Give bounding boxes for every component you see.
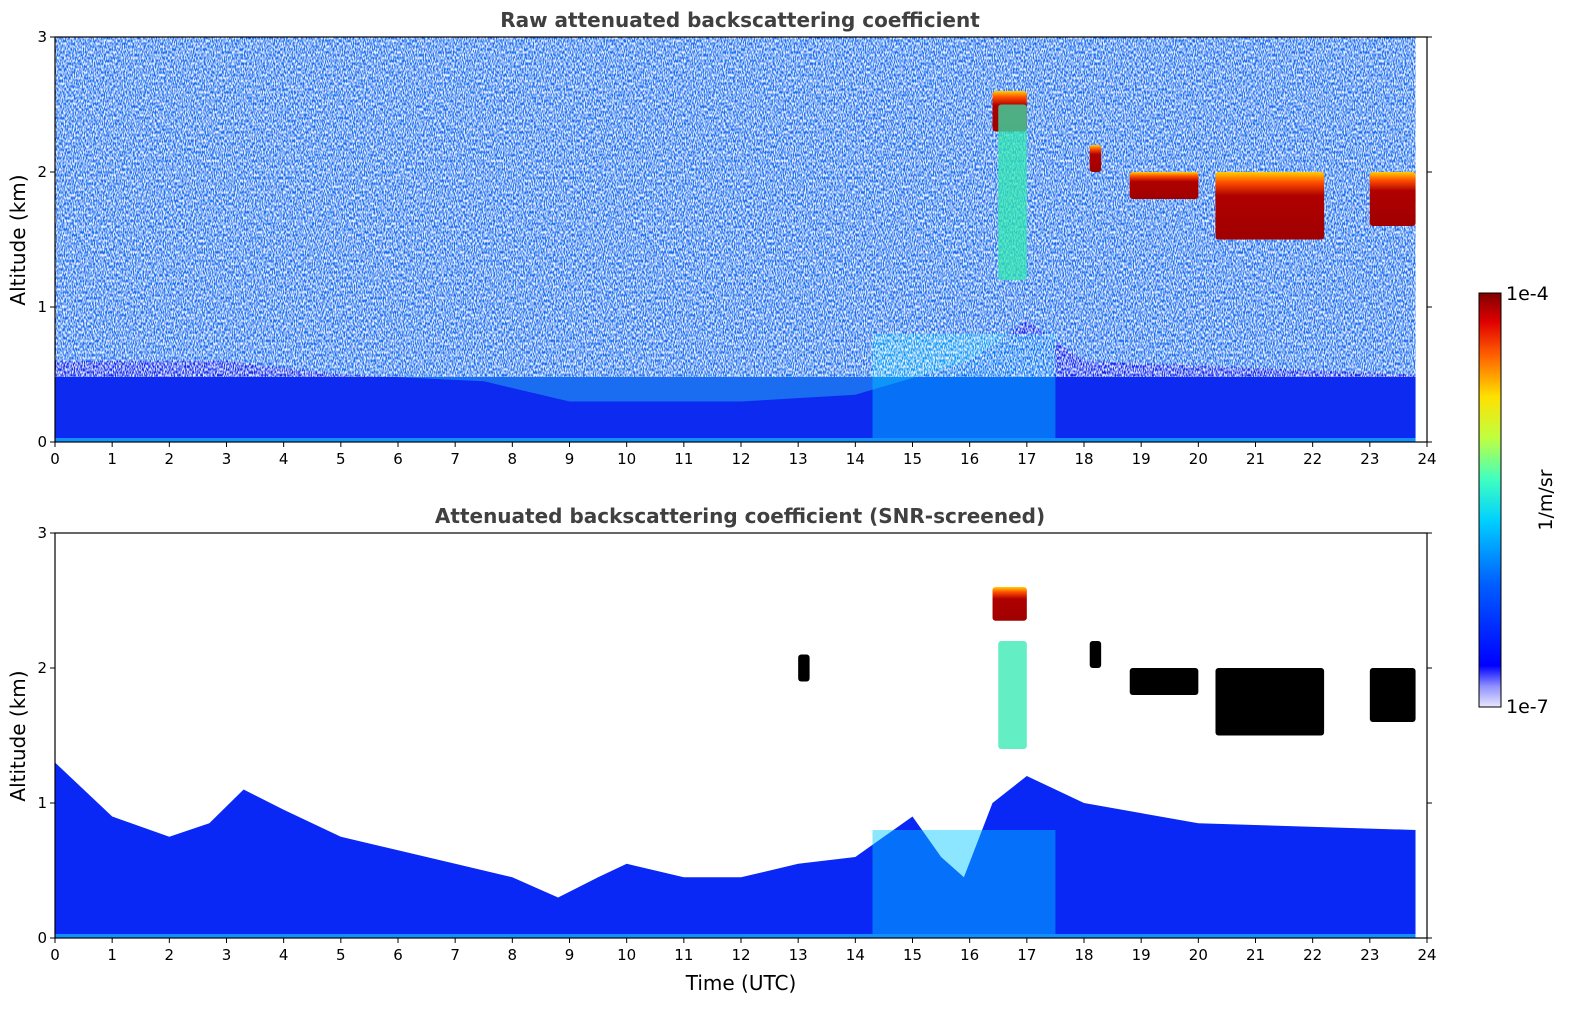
y-tick-label: 2 [37, 163, 47, 181]
speckle-overlay [55, 37, 1416, 377]
y-tick-label: 0 [37, 929, 47, 947]
x-tick-label: 15 [903, 946, 922, 964]
x-tick-label: 22 [1303, 450, 1322, 468]
x-tick-label: 8 [508, 450, 518, 468]
x-tick-label: 14 [846, 450, 865, 468]
colorbar-max-label: 1e-4 [1506, 283, 1549, 305]
cloud-layer [1215, 172, 1325, 240]
panel-title: Raw attenuated backscattering coefficien… [500, 8, 980, 32]
x-tick-label: 3 [222, 946, 232, 964]
panel-title: Attenuated backscattering coefficient (S… [435, 504, 1045, 528]
x-tick-label: 4 [279, 946, 289, 964]
cloud-layer [1369, 668, 1416, 722]
x-tick-label: 21 [1246, 946, 1265, 964]
y-axis-label: Altitude (km) [6, 174, 30, 305]
x-tick-label: 19 [1132, 946, 1151, 964]
cloud-layer [1089, 145, 1102, 172]
colorbar-min-label: 1e-7 [1506, 696, 1549, 718]
x-tick-label: 3 [222, 450, 232, 468]
x-tick-label: 4 [279, 450, 289, 468]
y-tick-label: 2 [37, 659, 47, 677]
y-axis-label: Altitude (km) [6, 670, 30, 801]
x-tick-label: 6 [393, 450, 403, 468]
x-tick-label: 6 [393, 946, 403, 964]
x-tick-label: 24 [1417, 450, 1436, 468]
x-tick-label: 0 [50, 946, 60, 964]
x-tick-label: 23 [1360, 946, 1379, 964]
y-tick-label: 0 [37, 433, 47, 451]
x-tick-label: 7 [450, 946, 460, 964]
colorbar-unit-label: 1/m/sr [1535, 469, 1557, 530]
x-tick-label: 11 [674, 450, 693, 468]
cloud-layer [998, 104, 1027, 280]
x-tick-label: 9 [565, 450, 575, 468]
x-tick-label: 10 [617, 946, 636, 964]
x-tick-label: 1 [107, 946, 117, 964]
heatmap-screened [55, 533, 1427, 938]
cloud-layer [1089, 641, 1102, 668]
x-tick-label: 5 [336, 450, 346, 468]
y-tick-label: 3 [37, 28, 47, 46]
colorbar: 1e-4 1e-7 1/m/sr [1478, 283, 1557, 718]
x-tick-label: 2 [165, 946, 175, 964]
x-tick-label: 1 [107, 450, 117, 468]
boundary-layer [55, 320, 1416, 442]
no-data-region [1415, 37, 1427, 442]
x-axis-label: Time (UTC) [685, 971, 797, 995]
x-tick-label: 2 [165, 450, 175, 468]
surface-strip [55, 438, 1416, 442]
x-tick-label: 10 [617, 450, 636, 468]
boundary-layer [55, 762, 1416, 938]
x-tick-label: 20 [1189, 946, 1208, 964]
cloud-layer [998, 641, 1027, 749]
aerosol-plume [872, 830, 1056, 938]
panel-screened: Attenuated backscattering coefficient (S… [6, 504, 1437, 995]
x-tick-label: 17 [1017, 946, 1036, 964]
no-data-region [1415, 533, 1427, 938]
x-tick-label: 12 [731, 450, 750, 468]
cloud-layer [798, 654, 810, 682]
x-tick-label: 19 [1132, 450, 1151, 468]
cloud-layer [1129, 668, 1199, 695]
x-tick-label: 15 [903, 450, 922, 468]
x-tick-label: 7 [450, 450, 460, 468]
x-tick-label: 20 [1189, 450, 1208, 468]
panel-raw: Raw attenuated backscattering coefficien… [6, 8, 1437, 468]
x-tick-label: 13 [789, 450, 808, 468]
surface-strip [55, 934, 1416, 938]
x-tick-label: 16 [960, 946, 979, 964]
cloud-layer [992, 587, 1027, 621]
cloud-layer [1215, 668, 1325, 736]
x-tick-label: 9 [565, 946, 575, 964]
x-tick-label: 12 [731, 946, 750, 964]
y-tick-label: 1 [37, 298, 47, 316]
x-tick-label: 8 [508, 946, 518, 964]
x-tick-label: 13 [789, 946, 808, 964]
cloud-layer [1129, 172, 1199, 199]
x-tick-label: 18 [1074, 450, 1093, 468]
x-tick-label: 16 [960, 450, 979, 468]
x-tick-label: 11 [674, 946, 693, 964]
x-tick-label: 5 [336, 946, 346, 964]
x-tick-label: 22 [1303, 946, 1322, 964]
y-tick-label: 3 [37, 524, 47, 542]
heatmap-raw [55, 37, 1427, 442]
x-tick-label: 17 [1017, 450, 1036, 468]
x-tick-label: 21 [1246, 450, 1265, 468]
x-tick-label: 0 [50, 450, 60, 468]
colorbar-gradient [1478, 292, 1502, 708]
cloud-layer [1369, 172, 1416, 226]
x-tick-label: 23 [1360, 450, 1379, 468]
x-tick-label: 24 [1417, 946, 1436, 964]
x-tick-label: 14 [846, 946, 865, 964]
y-tick-label: 1 [37, 794, 47, 812]
x-tick-label: 18 [1074, 946, 1093, 964]
